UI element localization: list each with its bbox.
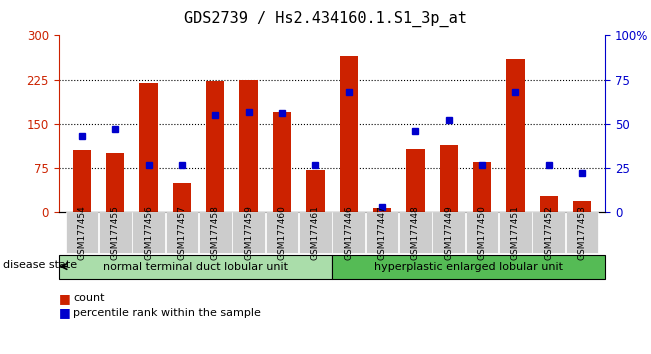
Text: GSM177451: GSM177451: [511, 205, 520, 260]
Text: GSM177460: GSM177460: [277, 205, 286, 260]
Text: percentile rank within the sample: percentile rank within the sample: [73, 308, 261, 318]
Text: count: count: [73, 293, 104, 303]
Bar: [573, 201, 591, 212]
Text: GSM177452: GSM177452: [544, 205, 553, 260]
Text: GSM177454: GSM177454: [77, 205, 87, 260]
Bar: [240, 80, 258, 212]
Text: normal terminal duct lobular unit: normal terminal duct lobular unit: [103, 262, 288, 272]
Bar: [473, 162, 492, 212]
Bar: [206, 81, 225, 212]
Text: ■: ■: [59, 307, 70, 319]
Text: GSM177450: GSM177450: [478, 205, 486, 260]
Text: hyperplastic enlarged lobular unit: hyperplastic enlarged lobular unit: [374, 262, 563, 272]
Bar: [106, 153, 124, 212]
Bar: [506, 59, 525, 212]
Bar: [306, 170, 324, 212]
Bar: [373, 208, 391, 212]
Text: GSM177448: GSM177448: [411, 205, 420, 260]
Text: GSM177446: GSM177446: [344, 205, 353, 260]
Bar: [540, 196, 558, 212]
Bar: [340, 56, 358, 212]
Text: disease state: disease state: [3, 260, 77, 270]
Text: GSM177457: GSM177457: [178, 205, 186, 260]
Bar: [273, 112, 291, 212]
Text: GSM177458: GSM177458: [211, 205, 220, 260]
Bar: [439, 144, 458, 212]
Text: GSM177455: GSM177455: [111, 205, 120, 260]
Text: GSM177449: GSM177449: [444, 205, 453, 260]
Text: GSM177453: GSM177453: [577, 205, 587, 260]
Bar: [406, 149, 424, 212]
Text: GSM177456: GSM177456: [144, 205, 153, 260]
Text: ■: ■: [59, 292, 70, 304]
Text: GSM177459: GSM177459: [244, 205, 253, 260]
Bar: [173, 183, 191, 212]
Text: GDS2739 / Hs2.434160.1.S1_3p_at: GDS2739 / Hs2.434160.1.S1_3p_at: [184, 11, 467, 27]
Text: GSM177461: GSM177461: [311, 205, 320, 260]
Bar: [73, 150, 91, 212]
Text: GSM177447: GSM177447: [378, 205, 387, 260]
Bar: [139, 82, 158, 212]
